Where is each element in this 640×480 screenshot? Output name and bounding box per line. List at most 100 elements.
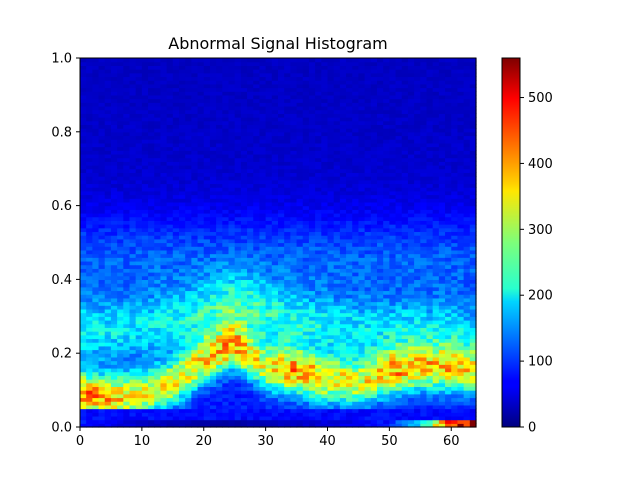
heatmap-cell: [383, 364, 390, 369]
heatmap-cell: [327, 153, 335, 159]
heatmap-cell: [333, 87, 341, 92]
heatmap-cell: [135, 286, 143, 292]
heatmap-cell: [271, 76, 279, 81]
heatmap-cell: [191, 146, 199, 151]
heatmap-cell: [296, 102, 304, 107]
heatmap-cell: [346, 393, 353, 399]
heatmap-cell: [216, 246, 223, 251]
heatmap-cell: [308, 260, 316, 266]
heatmap-cell: [339, 198, 347, 203]
heatmap-cell: [247, 98, 254, 103]
heatmap-cell: [148, 231, 155, 236]
heatmap-cell: [160, 179, 168, 185]
heatmap-cell: [284, 157, 291, 162]
heatmap-cell: [352, 209, 360, 214]
heatmap-cell: [271, 109, 279, 114]
heatmap-cell: [148, 205, 155, 210]
heatmap-cell: [92, 364, 100, 369]
heatmap-cell: [240, 235, 248, 240]
heatmap-cell: [308, 231, 316, 236]
heatmap-cell: [185, 135, 192, 140]
heatmap-cell: [148, 412, 155, 417]
heatmap-cell: [86, 246, 93, 251]
heatmap-cell: [234, 371, 242, 376]
heatmap-cell: [346, 146, 353, 151]
heatmap-cell: [216, 235, 223, 240]
heatmap-cell: [166, 294, 174, 299]
heatmap-cell: [216, 272, 223, 277]
heatmap-cell: [271, 117, 279, 122]
heatmap-cell: [228, 301, 236, 306]
heatmap-cell: [278, 61, 285, 66]
heatmap-cell: [247, 83, 254, 89]
heatmap-cell: [185, 305, 192, 310]
heatmap-cell: [172, 334, 180, 340]
heatmap-cell: [160, 172, 168, 177]
heatmap-cell: [141, 69, 149, 74]
heatmap-cell: [358, 198, 366, 203]
heatmap-cell: [228, 128, 236, 133]
heatmap-cell: [364, 153, 372, 159]
heatmap-cell: [185, 312, 192, 317]
heatmap-cell: [278, 139, 285, 144]
heatmap-cell: [265, 301, 273, 306]
heatmap-cell: [240, 165, 248, 170]
heatmap-cell: [141, 283, 149, 288]
heatmap-cell: [216, 279, 223, 284]
heatmap-cell: [141, 212, 149, 218]
heatmap-cell: [123, 61, 131, 66]
heatmap-cell: [370, 227, 378, 233]
heatmap-cell: [92, 308, 100, 314]
heatmap-cell: [86, 356, 93, 362]
heatmap-cell: [315, 323, 322, 328]
heatmap-cell: [117, 105, 124, 111]
heatmap-cell: [278, 161, 285, 166]
heatmap-cell: [141, 290, 149, 295]
heatmap-cell: [104, 216, 112, 221]
heatmap-cell: [216, 305, 223, 310]
heatmap-cell: [296, 249, 304, 255]
heatmap-cell: [364, 165, 372, 170]
heatmap-cell: [222, 331, 230, 336]
heatmap-cell: [117, 113, 124, 118]
heatmap-cell: [98, 209, 106, 214]
heatmap-cell: [185, 238, 192, 244]
heatmap-cell: [129, 386, 137, 391]
heatmap-cell: [321, 76, 329, 81]
heatmap-cell: [278, 253, 285, 258]
heatmap-cell: [222, 360, 230, 365]
heatmap-cell: [123, 65, 131, 70]
heatmap-cell: [364, 98, 372, 103]
heatmap-cell: [110, 356, 118, 362]
heatmap-cell: [179, 308, 186, 314]
heatmap-cell: [148, 128, 155, 133]
heatmap-cell: [191, 356, 199, 362]
heatmap-cell: [240, 198, 248, 203]
heatmap-cell: [333, 139, 341, 144]
heatmap-cell: [321, 249, 329, 255]
heatmap-cell: [352, 91, 360, 96]
heatmap-cell: [339, 272, 347, 277]
heatmap-cell: [383, 168, 390, 173]
heatmap-cell: [240, 319, 248, 325]
heatmap-cell: [296, 412, 304, 417]
heatmap-cell: [315, 319, 322, 325]
heatmap-cell: [240, 65, 248, 70]
heatmap-cell: [141, 227, 149, 233]
heatmap-cell: [179, 382, 186, 388]
heatmap-cell: [104, 165, 112, 170]
heatmap-cell: [339, 349, 347, 354]
heatmap-cell: [216, 364, 223, 369]
heatmap-cell: [370, 390, 378, 395]
heatmap-cell: [141, 83, 149, 89]
heatmap-cell: [98, 157, 106, 162]
heatmap-cell: [185, 212, 192, 218]
heatmap-cell: [265, 286, 273, 292]
heatmap-cell: [364, 319, 372, 325]
heatmap-cell: [358, 286, 366, 292]
heatmap-cell: [364, 150, 372, 155]
heatmap-cell: [333, 176, 341, 181]
heatmap-cell: [302, 94, 310, 100]
heatmap-cell: [148, 268, 155, 273]
heatmap-cell: [377, 72, 384, 78]
